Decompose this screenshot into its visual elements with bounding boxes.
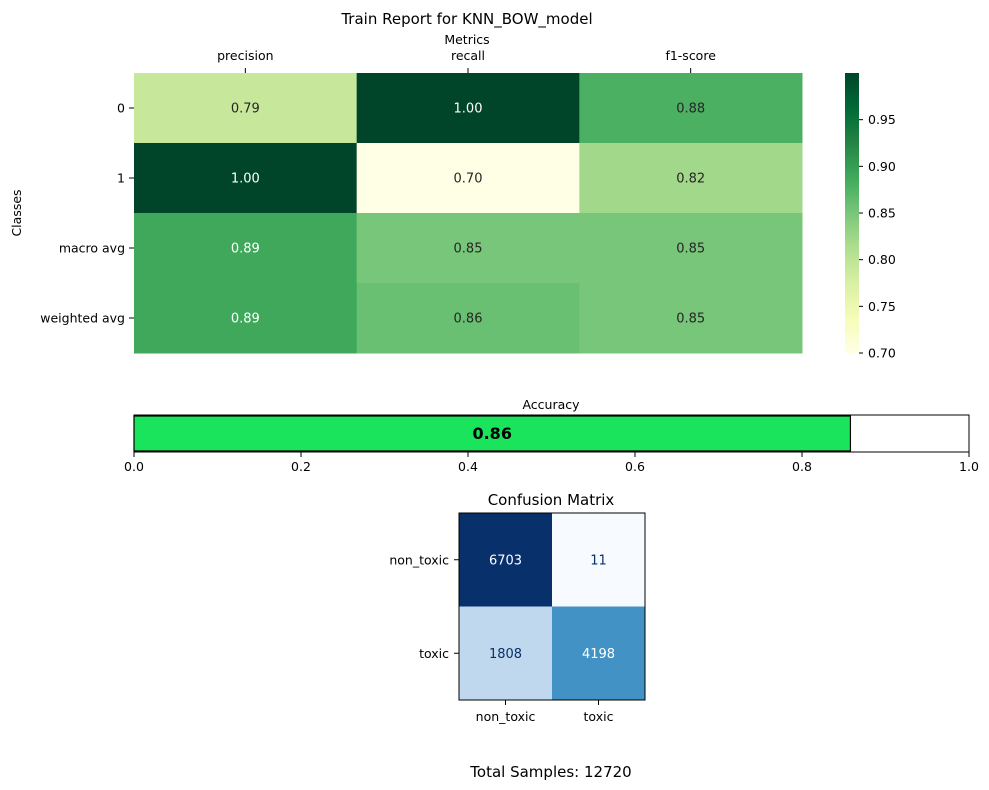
accuracy-title: Accuracy (522, 397, 580, 412)
accuracy-xtick-label: 0.0 (124, 459, 144, 474)
metrics-xlabel: Metrics (444, 32, 489, 47)
confusion-xtick-label: non_toxic (476, 709, 536, 724)
metrics-ytick-label: 1 (117, 171, 125, 186)
metrics-xtick-label: f1-score (665, 48, 716, 63)
colorbar-gradient (845, 73, 859, 353)
accuracy-value-label: 0.86 (472, 424, 511, 443)
confusion-cell (459, 513, 553, 607)
confusion-cell (552, 513, 646, 607)
metrics-cell-label: 0.79 (231, 102, 260, 117)
confusion-ytick-label: toxic (419, 646, 449, 661)
metrics-cell-label: 0.85 (454, 242, 483, 257)
metrics-cell (356, 213, 580, 284)
confusion-cell (552, 606, 646, 701)
accuracy-chart: Accuracy 0.86 0.0 0.2 0.4 0.6 0.8 1.0 (124, 397, 979, 474)
metrics-cell-label: 0.88 (676, 102, 705, 117)
metrics-cell (134, 73, 358, 144)
accuracy-xtick-label: 0.6 (625, 459, 645, 474)
metrics-xtick-label: precision (217, 48, 273, 63)
report-title: Train Report for KNN_BOW_model (340, 10, 592, 29)
confusion-cell-label: 11 (590, 553, 607, 568)
accuracy-bar (133, 415, 852, 452)
confusion-frame (458, 512, 646, 701)
metrics-cell-label: 0.86 (454, 312, 483, 327)
colorbar-tick-label: 0.75 (868, 299, 896, 314)
metrics-ylabel: Classes (9, 189, 24, 236)
metrics-cell-label: 0.70 (454, 172, 483, 187)
confusion-cell-label: 6703 (489, 553, 522, 568)
colorbar-tick-label: 0.85 (868, 206, 896, 221)
metrics-cell (134, 213, 358, 284)
confusion-matrix: Confusion Matrix 6703 11 1808 4198 non_toxi… (389, 491, 646, 724)
colorbar-tick-label: 0.90 (868, 159, 896, 174)
accuracy-xtick-label: 1.0 (959, 459, 979, 474)
confusion-cell (459, 606, 553, 701)
confusion-ytick-label: non_toxic (389, 552, 449, 567)
metrics-ytick-label: weighted avg (40, 311, 125, 326)
accuracy-xtick-label: 0.4 (458, 459, 478, 474)
metrics-cell-label: 0.85 (676, 242, 705, 257)
metrics-cell (579, 283, 803, 354)
metrics-cell (579, 143, 803, 214)
metrics-cell (579, 213, 803, 284)
metrics-colorbar: 0.70 0.75 0.80 0.85 0.90 0.95 (845, 73, 896, 361)
colorbar-tick-label: 0.80 (868, 252, 896, 267)
confusion-cell-label: 1808 (489, 647, 522, 662)
colorbar-tick-label: 0.70 (868, 346, 896, 361)
metrics-cell (356, 143, 580, 214)
confusion-xtick-label: toxic (584, 709, 614, 724)
metrics-cell (134, 283, 358, 354)
metrics-xtick-label: recall (451, 48, 485, 63)
colorbar-tick-label: 0.95 (868, 112, 896, 127)
metrics-cell-label: 1.00 (454, 102, 483, 117)
metrics-cell (356, 283, 580, 354)
metrics-cell (134, 143, 358, 214)
metrics-cell (579, 73, 803, 144)
confusion-cell-label: 4198 (582, 647, 615, 662)
confusion-title: Confusion Matrix (488, 491, 615, 509)
metrics-heatmap: Metrics Classes 0.79 1.00 0.88 1.00 0.70 0.82… (9, 32, 803, 354)
metrics-cell-label: 0.89 (231, 312, 260, 327)
accuracy-frame (133, 414, 970, 453)
accuracy-xtick-label: 0.8 (792, 459, 812, 474)
metrics-cell-label: 0.85 (676, 312, 705, 327)
metrics-cell-label: 0.82 (676, 172, 705, 187)
metrics-ytick-label: macro avg (59, 241, 125, 256)
metrics-cell (356, 73, 580, 144)
metrics-cell-label: 0.89 (231, 242, 260, 257)
metrics-ytick-label: 0 (117, 101, 125, 116)
total-samples: Total Samples: 12720 (469, 763, 631, 781)
accuracy-xtick-label: 0.2 (291, 459, 311, 474)
metrics-cell-label: 1.00 (231, 172, 260, 187)
